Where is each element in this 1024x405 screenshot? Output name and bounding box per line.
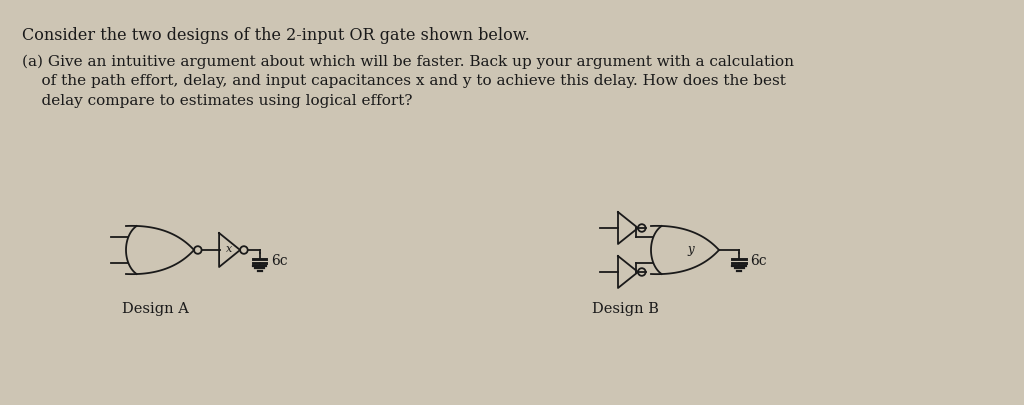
Text: Consider the two designs of the 2-input OR gate shown below.: Consider the two designs of the 2-input … xyxy=(22,27,529,44)
Text: 6c: 6c xyxy=(751,254,767,268)
Circle shape xyxy=(194,246,202,254)
Text: y: y xyxy=(688,243,694,256)
Text: of the path effort, delay, and input capacitances x and y to achieve this delay.: of the path effort, delay, and input cap… xyxy=(22,75,785,89)
Text: 6c: 6c xyxy=(271,254,288,268)
Circle shape xyxy=(240,246,248,254)
Text: (a) Give an intuitive argument about which will be faster. Back up your argument: (a) Give an intuitive argument about whi… xyxy=(22,55,794,69)
Text: Design B: Design B xyxy=(592,302,658,316)
Text: x: x xyxy=(225,244,231,254)
Circle shape xyxy=(638,268,645,276)
Text: Design A: Design A xyxy=(122,302,188,316)
Text: delay compare to estimates using logical effort?: delay compare to estimates using logical… xyxy=(22,94,413,108)
Circle shape xyxy=(638,224,645,232)
